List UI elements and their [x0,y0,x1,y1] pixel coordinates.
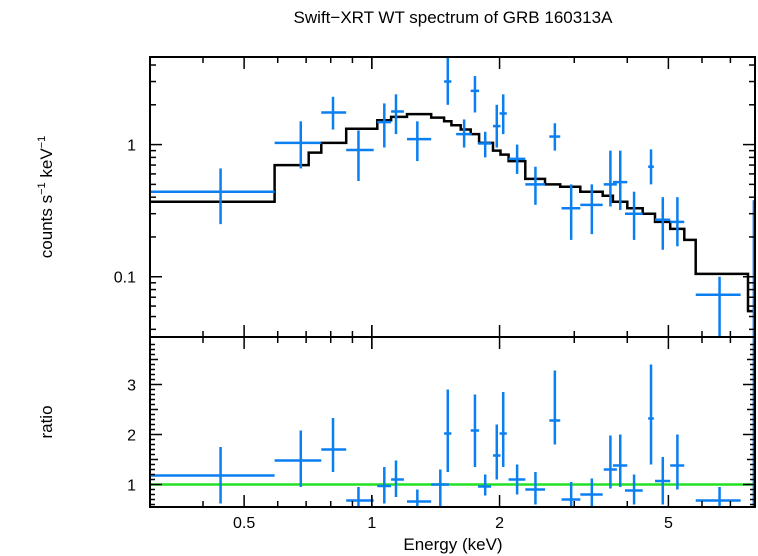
ratio-data-point [346,487,374,507]
ratio-data-point [695,487,741,507]
ratio-panel: 0.5 1 2 5 1 2 3 [127,336,756,532]
ratio-data-point [391,460,404,497]
ratio-data-point [561,482,581,507]
spectrum-data-point [561,184,581,240]
spectrum-data-point [525,166,546,205]
y-label-mid: keV [37,148,56,183]
ratio-data-point [580,478,603,507]
spectrum-data-point [377,103,392,148]
spectrum-data-point [695,276,741,337]
spectrum-data-point [456,119,472,148]
y-label-sup2: −1 [36,136,48,149]
y-tick-label: 1 [127,478,136,495]
ratio-data-point [603,435,617,489]
spectrum-data-point [406,121,432,162]
ratio-data-point [648,364,654,465]
spectrum-data-point [470,76,480,113]
spectrum-ticks: 0.11 [114,57,756,337]
spectrum-data-point [492,104,501,148]
ratio-data-point [431,469,449,507]
y-axis-label-spectrum: counts s−1 keV−1 [36,136,56,258]
spectrum-marks [150,57,756,337]
spectrum-data-point [670,197,685,247]
spectrum-data-point [612,150,628,210]
model-step-line [150,112,755,313]
ratio-data-point [492,424,501,480]
ratio-data-point [274,430,322,487]
spectrum-data-point [603,150,617,207]
ratio-frame [149,336,756,508]
x-tick-label: 0.5 [233,515,255,532]
y-label-main: counts s [37,195,56,258]
spectrum-data-point [549,123,561,151]
spectrum-data-point [655,197,671,250]
ratio-data-point [470,394,480,467]
spectrum-frame [149,56,756,338]
y-tick-label: 3 [127,378,136,395]
ratio-data-point [444,389,452,472]
spectrum-data-point [624,191,643,240]
ratio-data-point [549,370,561,445]
ratio-data-point [655,457,671,505]
y-tick-label: 1 [127,138,136,155]
spectrum-data-point [478,131,492,158]
ratio-data-point [508,464,526,495]
ratio-data-point [478,474,492,496]
spectrum-panel: 0.11 [114,56,756,338]
spectrum-data-point [648,149,654,185]
spectrum-data-point [444,57,452,105]
ratio-data-point [499,392,507,467]
x-tick-label: 5 [664,515,673,532]
ratio-data-point [321,418,347,472]
ratio-data-point [624,474,643,505]
ratio-data-point [612,434,628,487]
ratio-data-point [406,489,432,507]
spectrum-data-point [150,168,275,225]
x-axis-label: Energy (keV) [403,535,502,554]
x-tick-label: 1 [367,515,376,532]
spectrum-data-point [346,130,374,182]
ratio-marks [150,337,756,507]
y-tick-label: 2 [127,428,136,445]
ratio-data-point [670,434,685,490]
spectrum-data-point [580,184,603,235]
spectrum-data-point [499,94,507,135]
spectrum-data-point [321,96,347,130]
ratio-data-point [525,472,546,505]
spectrum-data-point [274,121,322,169]
ratio-data-point [150,447,275,504]
chart-title: Swift−XRT WT spectrum of GRB 160313A [294,8,614,27]
y-label-sup1: −1 [36,182,48,195]
y-tick-label: 0.1 [114,270,136,287]
y-axis-label-ratio: ratio [37,405,56,438]
spectrum-data-point [391,94,404,135]
spectrum-data-point [508,144,526,174]
x-tick-label: 2 [495,515,504,532]
ratio-data-point [377,467,392,504]
